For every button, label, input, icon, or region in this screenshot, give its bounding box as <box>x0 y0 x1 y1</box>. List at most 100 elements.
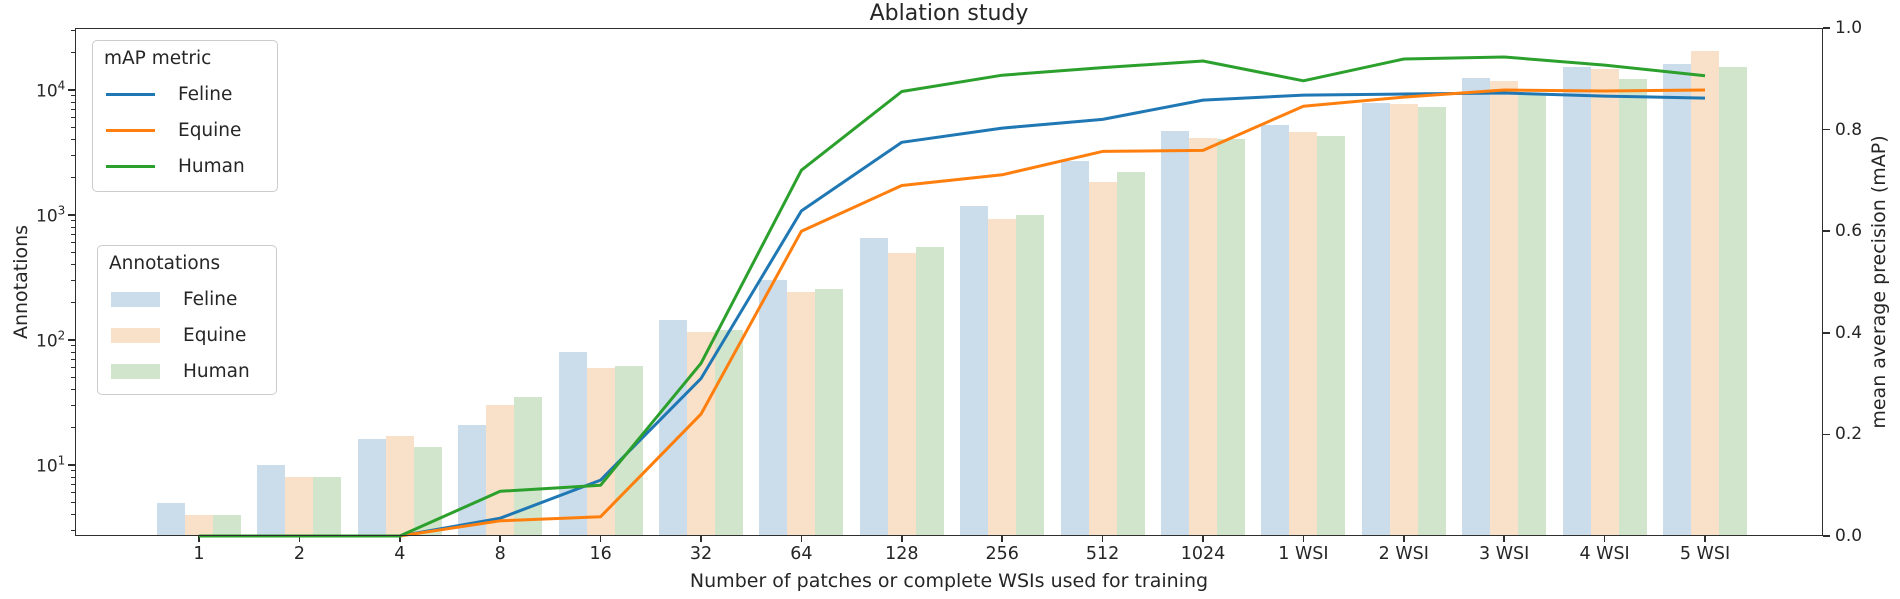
human-bar-swatch <box>111 363 160 379</box>
y-left-minor-tick <box>71 252 75 254</box>
x-tick-label: 16 <box>589 544 612 564</box>
legend-item-label: Feline <box>183 288 238 310</box>
y-right-tick <box>1823 230 1830 232</box>
y-left-minor-tick <box>71 176 75 178</box>
y-left-minor-tick <box>71 529 75 531</box>
y-left-major-tick <box>68 464 75 466</box>
legend-annotations: Annotations Feline Equine Human <box>97 245 277 395</box>
bar-human-3WSI <box>1518 95 1547 536</box>
bar-feline-4 <box>357 439 386 536</box>
legend-item-feline-line: Feline <box>104 76 265 112</box>
x-tick <box>800 536 803 542</box>
bar-human-4WSI <box>1618 79 1647 536</box>
x-tick-label: 128 <box>885 544 919 564</box>
x-tick-label: 2 <box>293 544 305 564</box>
y-right-tick <box>1823 128 1830 131</box>
y-left-minor-tick <box>71 426 75 428</box>
bar-feline-8 <box>458 424 487 536</box>
bar-feline-16 <box>558 352 587 536</box>
x-axis-label: Number of patches or complete WSIs used … <box>689 570 1209 592</box>
x-tick <box>298 536 301 542</box>
y-left-minor-tick <box>71 377 75 379</box>
y-left-minor-tick <box>71 389 75 391</box>
y-right-tick-label: 0.6 <box>1835 221 1863 242</box>
bar-equine-4WSI <box>1590 69 1619 536</box>
bar-equine-5WSI <box>1691 51 1719 536</box>
map-line-feline <box>199 91 1706 538</box>
x-tick <box>901 536 903 542</box>
legend-item-human-bar: Human <box>109 353 264 389</box>
legend-item-label: Equine <box>183 324 247 346</box>
legend-map-metric-title: mAP metric <box>104 48 212 69</box>
bar-human-1024 <box>1217 139 1245 536</box>
y-left-minor-tick <box>71 51 75 53</box>
y-left-minor-tick <box>71 242 75 244</box>
x-tick <box>700 536 702 542</box>
bar-human-2 <box>313 477 342 536</box>
bar-equine-256 <box>988 218 1017 536</box>
y-left-minor-tick <box>71 351 75 353</box>
y-left-minor-tick <box>71 470 75 472</box>
map-line-human <box>199 55 1706 538</box>
x-tick-label: 4 <box>394 544 406 564</box>
x-tick <box>399 536 401 542</box>
equine-bar-swatch <box>111 327 160 343</box>
y-left-minor-tick <box>71 279 75 281</box>
legend-annotations-title: Annotations <box>109 253 221 274</box>
y-left-minor-tick <box>71 492 75 494</box>
y-left-major-tick <box>68 89 75 91</box>
y-left-minor-tick <box>71 404 75 406</box>
bar-human-4 <box>413 446 442 536</box>
x-tick-label: 512 <box>1085 544 1120 564</box>
human-line-swatch <box>106 164 155 168</box>
x-tick <box>599 536 602 542</box>
bar-feline-32 <box>659 319 687 536</box>
y-left-minor-tick <box>71 502 75 504</box>
bar-feline-512 <box>1060 161 1089 536</box>
bar-human-8 <box>514 396 543 536</box>
bar-equine-512 <box>1088 181 1117 536</box>
chart-title: Ablation study <box>869 1 1029 26</box>
legend-item-feline-bar: Feline <box>109 281 264 317</box>
bar-feline-2WSI <box>1361 102 1390 536</box>
legend-item-label: Feline <box>178 83 233 105</box>
bar-equine-2WSI <box>1389 104 1418 536</box>
y-right-tick-label: 0.4 <box>1835 322 1863 343</box>
x-tick-label: 32 <box>689 544 713 564</box>
y-left-minor-tick <box>71 95 75 97</box>
y-right-tick-label: 0.2 <box>1835 424 1863 445</box>
bar-feline-64 <box>759 280 788 536</box>
x-tick <box>1603 536 1606 542</box>
y-left-minor-tick <box>71 220 75 222</box>
legend-item-human-line: Human <box>104 148 265 184</box>
y-right-tick <box>1823 433 1830 436</box>
bar-equine-32 <box>687 332 715 536</box>
y-right-tick-label: 1.0 <box>1835 18 1863 38</box>
bar-feline-1WSI <box>1261 125 1290 536</box>
x-tick <box>1503 536 1505 542</box>
y-left-minor-tick <box>71 358 75 360</box>
y-right-tick <box>1823 27 1830 29</box>
map-line-equine <box>199 88 1706 538</box>
bar-feline-128 <box>859 238 888 536</box>
y-left-minor-tick <box>71 226 75 228</box>
bar-equine-128 <box>887 252 916 536</box>
y-left-minor-tick <box>71 127 75 129</box>
x-tick-label: 1 WSI <box>1278 544 1329 564</box>
legend-item-label: Human <box>183 360 250 382</box>
y-right-tick-label: 0.8 <box>1835 119 1863 140</box>
bar-equine-1 <box>185 514 213 536</box>
y-left-minor-tick <box>71 345 75 347</box>
legend-item-equine-bar: Equine <box>109 317 264 353</box>
bar-human-64 <box>815 289 844 536</box>
y-left-minor-tick <box>71 367 75 369</box>
x-tick-label: 1 <box>193 544 205 564</box>
y-left-minor-tick <box>71 108 75 110</box>
bar-feline-256 <box>960 206 989 536</box>
x-tick <box>1704 536 1706 542</box>
bar-equine-1024 <box>1189 137 1217 536</box>
x-tick <box>198 536 200 542</box>
y-left-minor-tick <box>71 101 75 103</box>
bar-equine-2 <box>285 477 314 536</box>
